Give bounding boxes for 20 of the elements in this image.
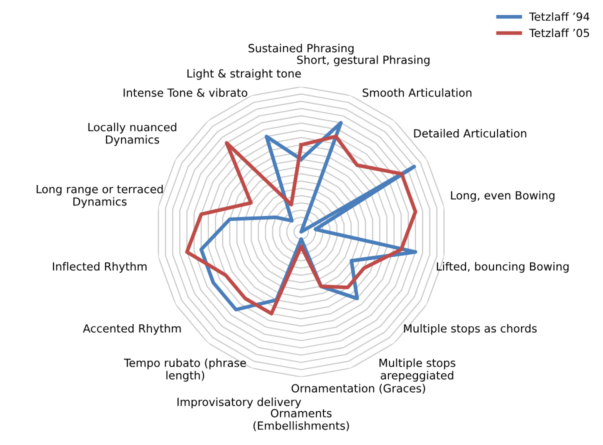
spoke-label: Inflected Rhythm [52,262,147,273]
spoke-label: Ornaments (Embellishments) [253,408,349,432]
spoke-label: Long range or terraced Dynamics [36,184,163,208]
spoke-label: Intense Tone & vibrato [124,88,248,97]
spoke-label: Detailed Articulation [414,128,526,138]
spoke-label: Light & straight tone [187,69,301,80]
spoke-label: Multiple stops as chords [404,324,537,335]
spoke-label: Locally nuanced Dynamics [88,122,176,146]
spoke-label: Short, gestural Phrasing [297,55,430,66]
legend-label: Tetzlaff ’05 [529,28,590,38]
spoke-label: Lifted, bouncing Bowing [436,262,569,273]
spoke-label: Improvisatory delivery [178,398,302,408]
spoke-label: Sustained Phrasing [248,44,354,54]
spoke-label: Multiple stops arepeggiated [380,358,456,382]
legend-label: Tetzlaff ’94 [529,12,590,21]
spoke-label: Smooth Articulation [362,88,472,97]
spoke-label: Tempo rubato (phrase length) [124,358,246,382]
spoke-label: Accented Rhythm [82,324,181,335]
spoke-label: Ornamentation (Graces) [292,384,426,394]
spoke-label: Long, even Bowing [451,190,554,202]
